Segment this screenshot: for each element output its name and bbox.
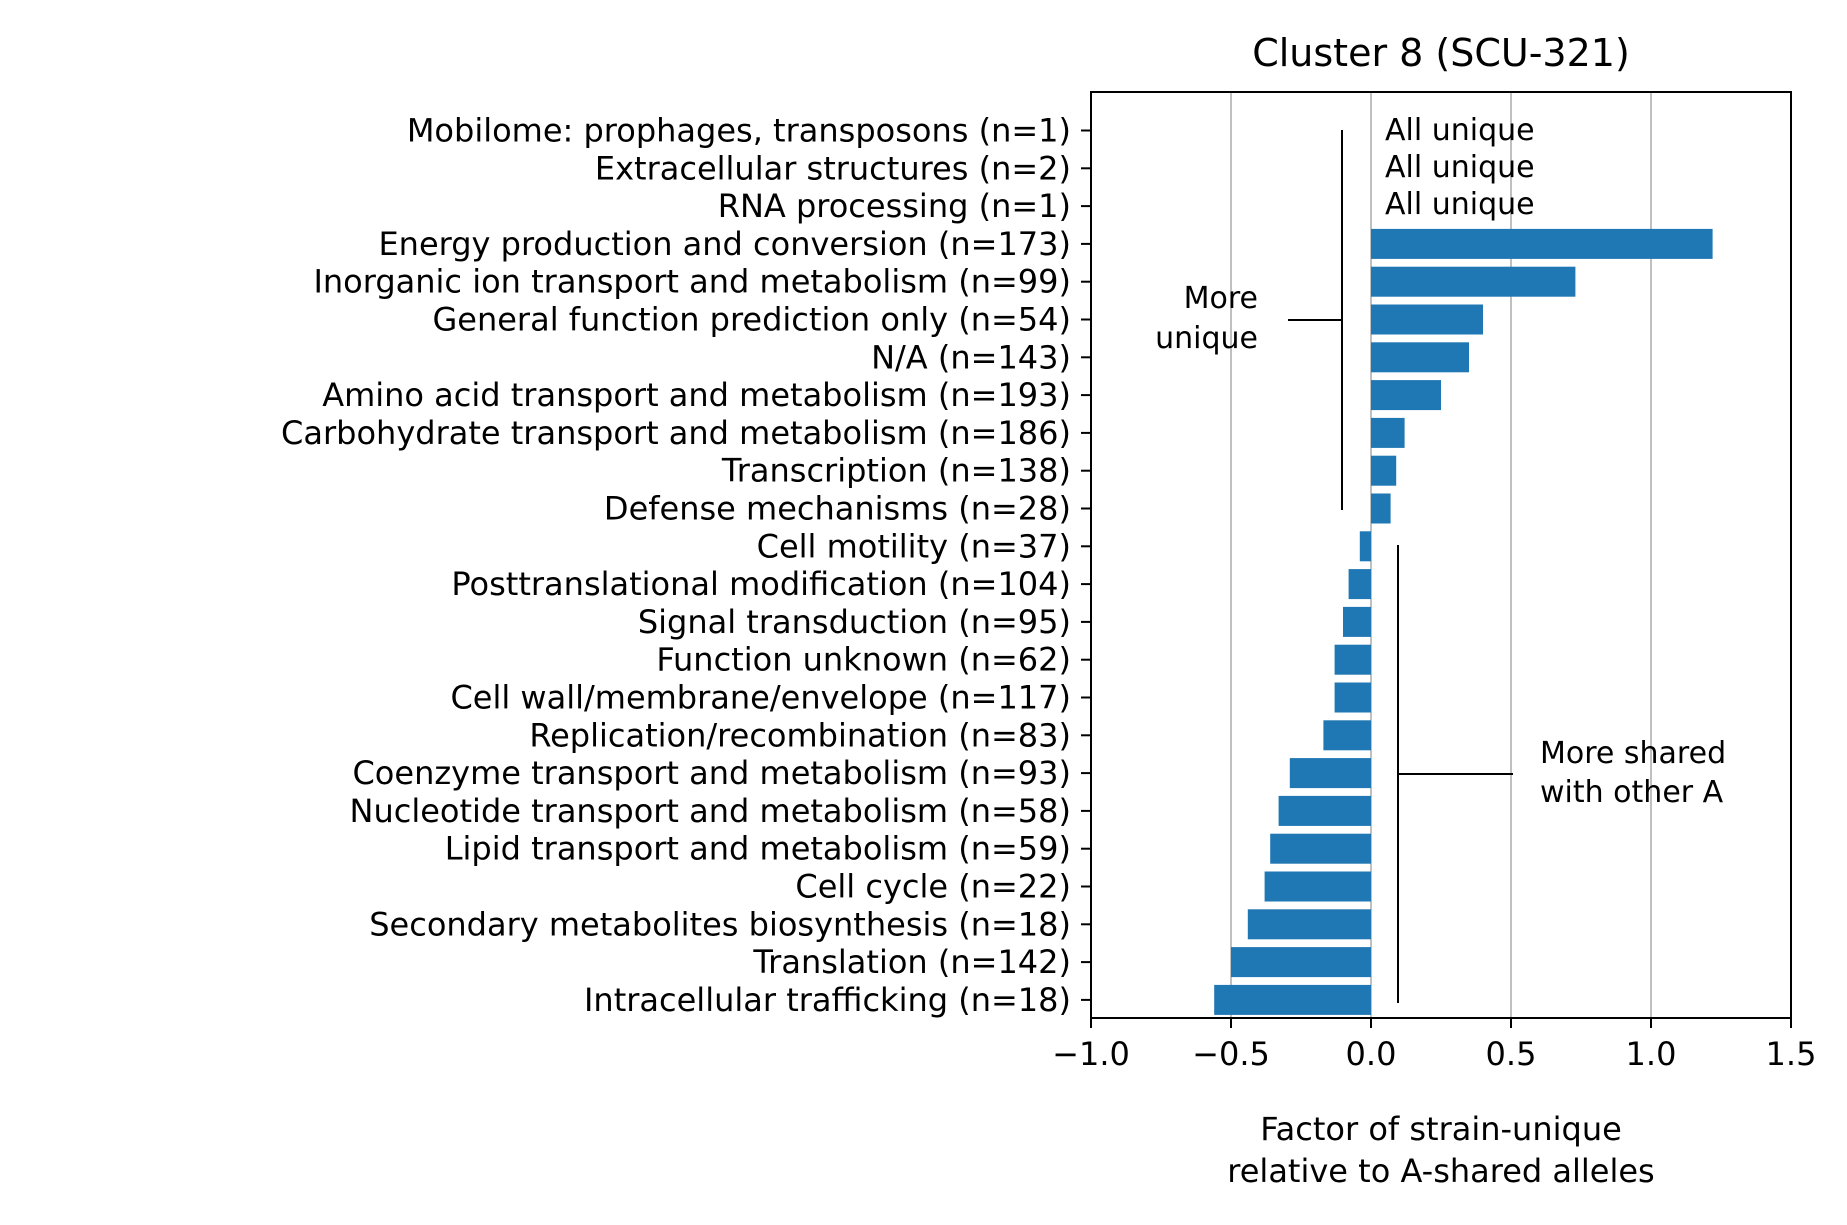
bar xyxy=(1231,947,1371,978)
bar xyxy=(1334,682,1371,713)
category-label: Defense mechanisms (n=28) xyxy=(604,490,1071,528)
more-shared-label-line2: with other A xyxy=(1540,775,1724,810)
category-label: Nucleotide transport and metabolism (n=5… xyxy=(350,792,1071,830)
bar xyxy=(1371,455,1397,486)
bar xyxy=(1214,984,1371,1015)
plot-frame xyxy=(1090,91,1792,1019)
more-shared-label-line1: More shared xyxy=(1540,736,1726,771)
category-label: Posttranslational modification (n=104) xyxy=(451,565,1071,603)
category-label: Secondary metabolites biosynthesis (n=18… xyxy=(369,905,1071,943)
bar xyxy=(1270,833,1371,864)
bar xyxy=(1289,758,1371,789)
bar xyxy=(1264,871,1371,902)
x-tick-label: −1.0 xyxy=(1052,1035,1130,1073)
bar xyxy=(1278,795,1371,826)
category-label: Replication/recombination (n=83) xyxy=(529,716,1071,754)
bar xyxy=(1247,909,1371,940)
chart-title: Cluster 8 (SCU-321) xyxy=(1252,31,1630,75)
more-unique-label-line1: More xyxy=(1184,281,1258,316)
category-label: Intracellular trafficking (n=18) xyxy=(584,981,1071,1019)
bar xyxy=(1343,606,1371,637)
bar xyxy=(1371,493,1391,524)
bar xyxy=(1371,228,1713,259)
category-label: RNA processing (n=1) xyxy=(718,187,1071,225)
category-label: Carbohydrate transport and metabolism (n… xyxy=(281,414,1071,452)
category-label: Transcription (n=138) xyxy=(721,452,1071,490)
category-label: Extracellular structures (n=2) xyxy=(595,149,1071,187)
all-unique-label: All unique xyxy=(1385,113,1535,148)
bar xyxy=(1371,266,1576,297)
x-tick-label: 0.0 xyxy=(1346,1035,1397,1073)
bar xyxy=(1334,644,1371,675)
category-label: Amino acid transport and metabolism (n=1… xyxy=(322,376,1071,414)
category-label: Cell wall/membrane/envelope (n=117) xyxy=(450,679,1071,717)
bar xyxy=(1371,304,1483,335)
bar xyxy=(1323,720,1371,751)
x-tick-label: 1.5 xyxy=(1766,1035,1817,1073)
category-label: Lipid transport and metabolism (n=59) xyxy=(445,830,1071,868)
category-label: Translation (n=142) xyxy=(752,943,1071,981)
more-unique-label-line2: unique xyxy=(1155,321,1258,356)
x-axis-title-line1: Factor of strain-unique xyxy=(1260,1110,1622,1148)
all-unique-label: All unique xyxy=(1385,187,1535,222)
bar xyxy=(1371,380,1441,411)
bar xyxy=(1359,531,1371,562)
all-unique-label: All unique xyxy=(1385,150,1535,185)
category-label: Inorganic ion transport and metabolism (… xyxy=(313,263,1071,301)
category-label: N/A (n=143) xyxy=(871,338,1071,376)
bars xyxy=(1214,228,1713,1015)
bar xyxy=(1348,569,1371,600)
category-label: Coenzyme transport and metabolism (n=93) xyxy=(352,754,1071,792)
category-label: Function unknown (n=62) xyxy=(656,641,1071,679)
category-label: Energy production and conversion (n=173) xyxy=(378,225,1071,263)
category-label: Cell cycle (n=22) xyxy=(795,868,1071,906)
x-axis-title-line2: relative to A-shared alleles xyxy=(1227,1152,1654,1190)
category-label: General function prediction only (n=54) xyxy=(432,301,1071,339)
x-axis: −1.0 −0.5 0.0 0.5 1.0 1.5 xyxy=(1052,1018,1816,1073)
x-tick-label: 1.0 xyxy=(1626,1035,1677,1073)
category-label: Mobilome: prophages, transposons (n=1) xyxy=(407,112,1071,150)
x-tick-label: −0.5 xyxy=(1192,1035,1270,1073)
bar xyxy=(1371,342,1469,373)
bar xyxy=(1371,417,1405,448)
annotations: All unique All unique All unique More un… xyxy=(1155,113,1726,1003)
x-tick-label: 0.5 xyxy=(1486,1035,1537,1073)
category-label: Signal transduction (n=95) xyxy=(638,603,1071,641)
y-axis: Mobilome: prophages, transposons (n=1)Ex… xyxy=(281,112,1091,1019)
category-label: Cell motility (n=37) xyxy=(757,527,1071,565)
